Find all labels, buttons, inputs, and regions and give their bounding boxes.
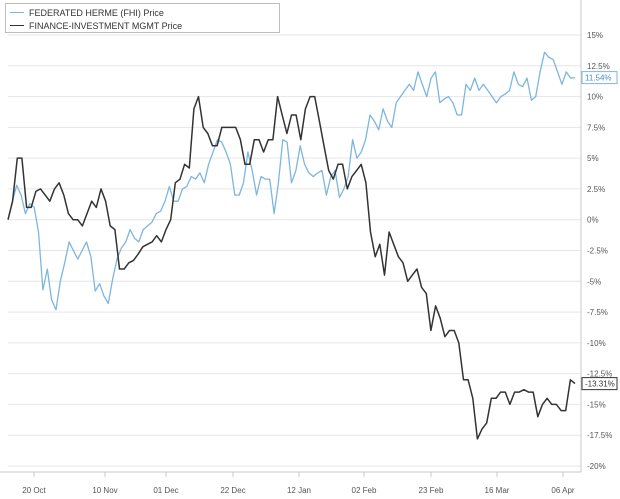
y-tick-label: 10% xyxy=(587,93,603,102)
y-tick-label: -20% xyxy=(587,462,606,471)
y-tick-label: -15% xyxy=(587,400,606,409)
end-label-fimg: -13.31% xyxy=(585,380,615,389)
x-tick-label: 16 Mar xyxy=(485,486,510,495)
x-tick-label: 10 Nov xyxy=(92,486,117,495)
legend-item-fimg[interactable]: FINANCE-INVESTMENT MGMT Price xyxy=(10,19,275,32)
grid-lines xyxy=(8,34,581,467)
x-tick-label: 23 Feb xyxy=(419,486,444,495)
y-tick-label: 7.5% xyxy=(587,123,605,132)
y-tick-label: 12.5% xyxy=(587,62,610,71)
legend-item-fhi[interactable]: FEDERATED HERME (FHI) Price xyxy=(10,6,275,19)
x-tick-label: 22 Dec xyxy=(220,486,245,495)
y-tick-label: -7.5% xyxy=(587,308,608,317)
series-line-fhi xyxy=(7,51,576,311)
x-tick-label: 01 Dec xyxy=(153,486,178,495)
axes xyxy=(0,0,582,473)
x-tick-labels: 20 Oct 10 Nov 01 Dec 22 Dec 12 Jan 02 Feb 23 F… xyxy=(22,472,575,495)
y-tick-label: -10% xyxy=(587,339,606,348)
legend-label-fhi: FEDERATED HERME (FHI) Price xyxy=(29,7,164,18)
legend: FEDERATED HERME (FHI) Price FINANCE-INVE… xyxy=(5,3,280,33)
end-label-fhi: 11.54% xyxy=(585,74,612,83)
end-label-box-fimg xyxy=(581,377,618,391)
x-tick-label: 06 Apr xyxy=(551,486,574,495)
y-tick-label: 0% xyxy=(587,216,599,225)
y-tick-label: 2.5% xyxy=(587,185,605,194)
x-tick-label: 02 Feb xyxy=(352,486,377,495)
y-tick-label: 15% xyxy=(587,31,603,40)
x-tick-label: 20 Oct xyxy=(22,486,46,495)
series-line-fimg xyxy=(7,95,576,440)
y-tick-label: -12.5% xyxy=(587,370,612,379)
series-lines xyxy=(7,51,576,440)
y-tick-label: -2.5% xyxy=(587,247,608,256)
x-tick-label: 12 Jan xyxy=(287,486,311,495)
end-label-box-fhi xyxy=(581,71,618,85)
legend-swatch-fimg xyxy=(10,25,24,26)
legend-label-fimg: FINANCE-INVESTMENT MGMT Price xyxy=(29,20,183,31)
y-tick-label: -5% xyxy=(587,277,601,286)
end-value-labels: 11.54% -13.31% xyxy=(581,71,618,391)
y-tick-label: 5% xyxy=(587,154,599,163)
legend-swatch-fhi xyxy=(10,12,24,13)
y-tick-label: -17.5% xyxy=(587,431,612,440)
y-tick-labels: 15% 12.5% 10% 7.5% 5% 2.5% 0% -2.5% -5% -7.5% -10%… xyxy=(587,31,612,471)
